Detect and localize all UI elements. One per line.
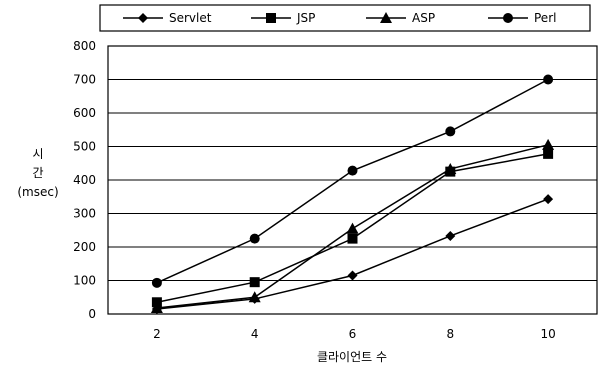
x-axis-ticks: 2 4 6 8 10: [153, 327, 556, 341]
legend: Servlet JSP ASP Perl: [100, 5, 590, 31]
legend-marker-jsp: [266, 13, 276, 23]
y-tick-label: 100: [73, 274, 96, 288]
x-axis-title: 클라이언트 수: [317, 350, 387, 364]
y-tick-label: 300: [73, 207, 96, 221]
y-tick-label: 400: [73, 173, 96, 187]
y-tick-label: 800: [73, 39, 96, 53]
data-point-perl: [543, 75, 553, 85]
y-tick-label: 500: [73, 140, 96, 154]
x-tick-label: 4: [251, 327, 259, 341]
y-tick-label: 200: [73, 240, 96, 254]
y-axis-title-line-3: (msec): [17, 185, 58, 199]
legend-label-perl: Perl: [534, 11, 556, 25]
plot-area: 0 100 200 300 400 500 600 700 800 2 4 6 8 10: [73, 39, 597, 341]
x-tick-label: 10: [540, 327, 555, 341]
data-point-perl: [445, 126, 455, 136]
legend-label-jsp: JSP: [296, 11, 315, 25]
x-tick-label: 2: [153, 327, 161, 341]
y-tick-label: 600: [73, 106, 96, 120]
data-point-perl: [250, 234, 260, 244]
y-axis-title-line-1: 시: [32, 147, 43, 161]
x-tick-label: 8: [446, 327, 454, 341]
legend-label-servlet: Servlet: [169, 11, 212, 25]
legend-marker-perl: [503, 13, 513, 23]
data-point-perl: [348, 166, 358, 176]
data-point-jsp: [543, 149, 553, 159]
data-point-perl: [152, 278, 162, 288]
data-point-jsp: [348, 234, 358, 244]
y-axis-title-line-2: 간: [32, 166, 43, 180]
y-tick-label: 0: [88, 307, 96, 321]
y-tick-label: 700: [73, 73, 96, 87]
legend-label-asp: ASP: [412, 11, 435, 25]
data-point-jsp: [250, 277, 260, 287]
y-axis-ticks: 0 100 200 300 400 500 600 700 800: [73, 39, 96, 321]
x-tick-label: 6: [349, 327, 357, 341]
